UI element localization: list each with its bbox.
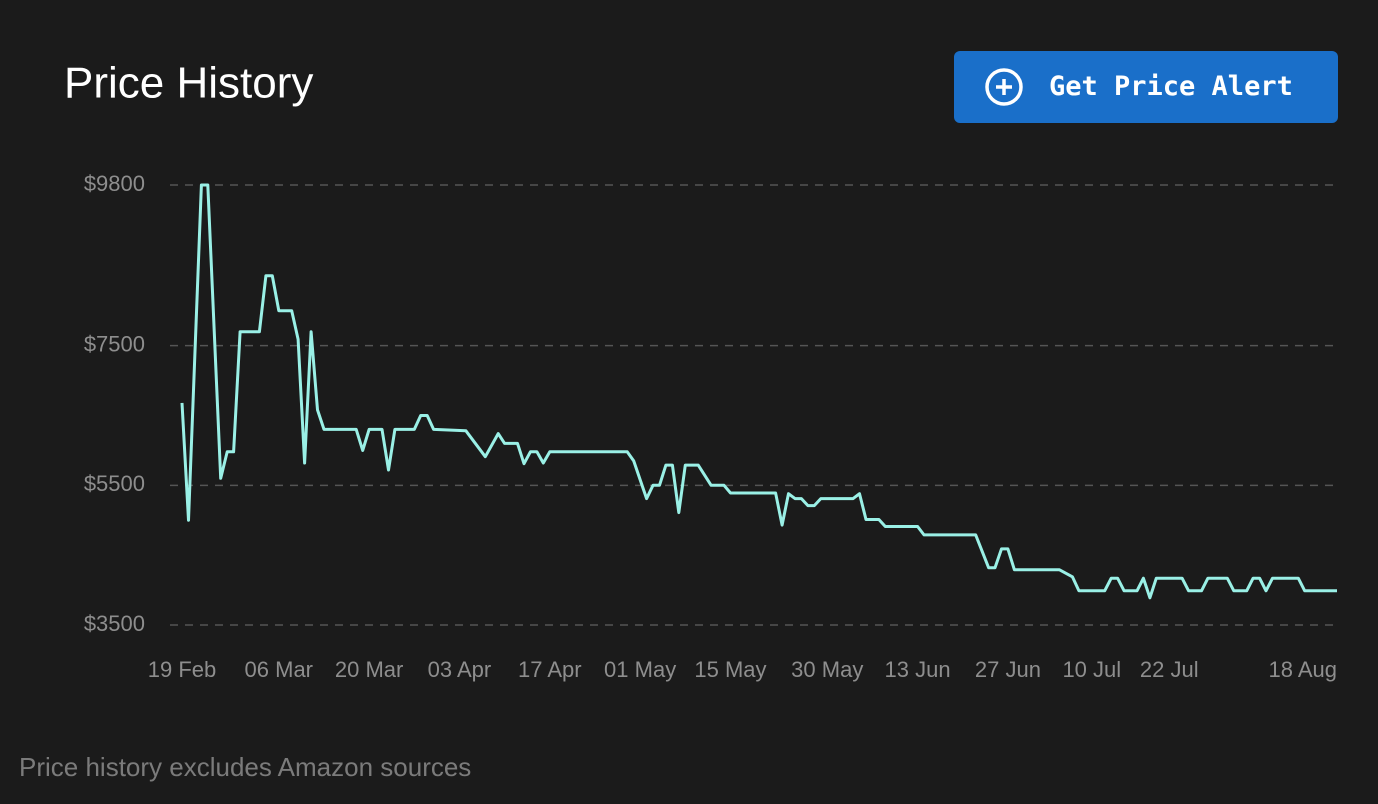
x-tick-label: 13 Jun <box>885 657 951 682</box>
x-tick-label: 15 May <box>694 657 766 682</box>
x-tick-label: 06 Mar <box>245 657 313 682</box>
y-tick-label: $3500 <box>84 611 145 636</box>
y-tick-label: $5500 <box>84 471 145 496</box>
y-tick-label: $9800 <box>84 171 145 196</box>
x-tick-label: 17 Apr <box>518 657 582 682</box>
footnote: Price history excludes Amazon sources <box>19 752 472 782</box>
price-alert-button[interactable]: Get Price Alert <box>954 51 1338 123</box>
x-tick-label: 19 Feb <box>148 657 217 682</box>
x-tick-label: 27 Jun <box>975 657 1041 682</box>
chart-title: Price History <box>64 59 313 108</box>
x-tick-label: 20 Mar <box>335 657 403 682</box>
plus-icon <box>985 68 1023 106</box>
x-tick-label: 10 Jul <box>1062 657 1121 682</box>
price-line <box>180 183 1337 600</box>
x-tick-label: 18 Aug <box>1268 657 1337 682</box>
x-tick-label: 30 May <box>791 657 863 682</box>
y-tick-label: $7500 <box>84 331 145 356</box>
x-tick-label: 03 Apr <box>428 657 492 682</box>
x-tick-label: 01 May <box>604 657 676 682</box>
x-tick-label: 22 Jul <box>1140 657 1199 682</box>
button-label: Get Price Alert <box>1049 71 1293 102</box>
